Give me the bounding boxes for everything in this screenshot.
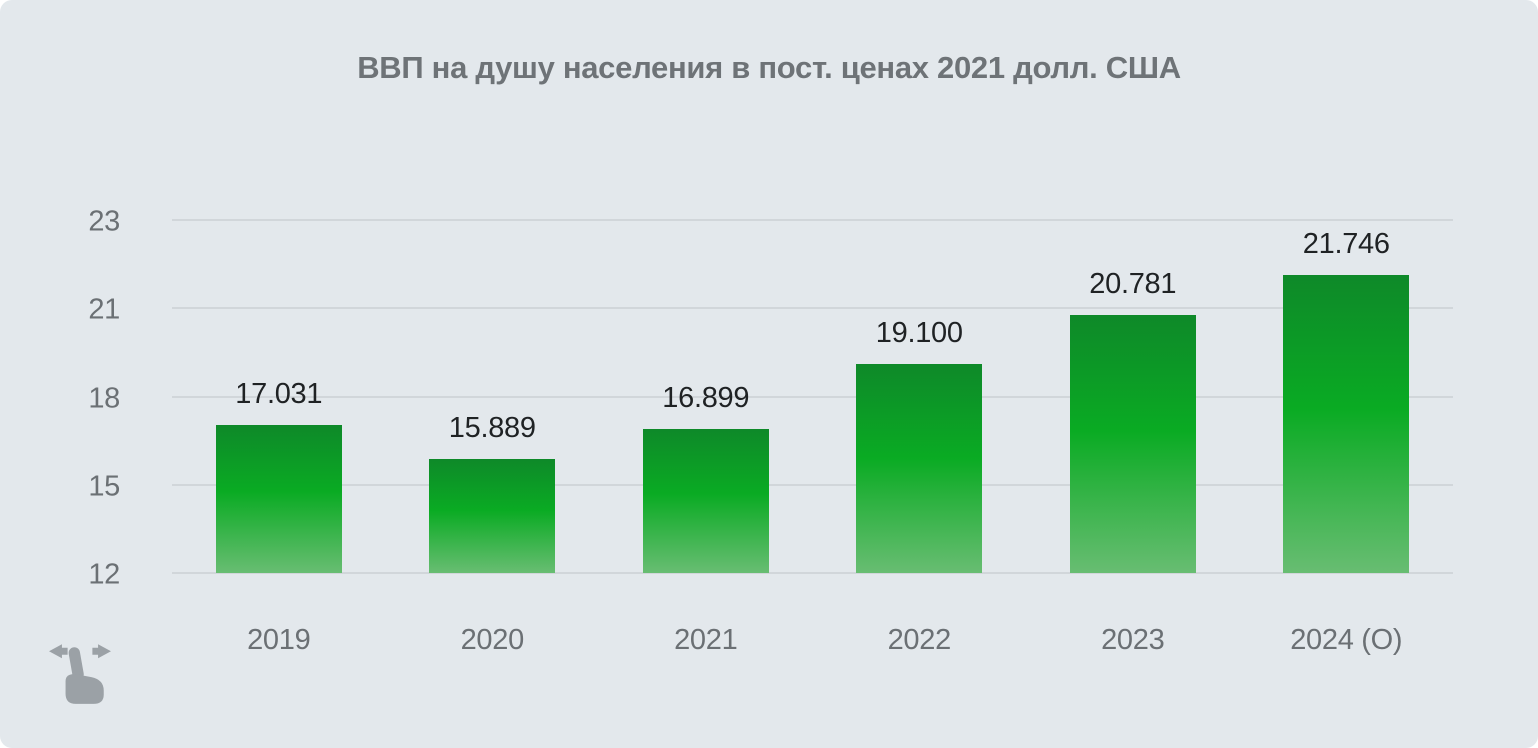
x-tick-label: 2019 [247, 624, 311, 656]
x-tick-label: 2022 [887, 624, 952, 656]
y-tick-label: 21 [88, 293, 120, 326]
bar-2020 [429, 458, 556, 573]
y-tick-label: 12 [88, 558, 120, 591]
y-tick-label: 23 [88, 205, 120, 238]
swipe-left-arrow-icon [49, 644, 68, 659]
bar-value-label: 20.781 [1089, 267, 1177, 300]
bar-2019 [215, 425, 342, 573]
bar-value-label: 19.100 [875, 317, 963, 350]
swipe-right-arrow-icon [92, 644, 111, 659]
chart-title: ВВП на душу населения в пост. ценах 2021… [357, 50, 1181, 85]
bar-value-label: 17.031 [235, 378, 323, 411]
gridline [172, 483, 1453, 486]
bar-value-label: 15.889 [448, 411, 536, 444]
gridline [172, 395, 1453, 398]
bar-2021 [642, 428, 769, 573]
swipe-hand-icon [65, 674, 104, 704]
y-tick-label: 18 [88, 382, 120, 414]
bar-value-label: 21.746 [1302, 228, 1390, 261]
bar-2023 [1069, 314, 1196, 573]
x-tick-label: 2021 [674, 624, 738, 656]
x-tick-label: 2020 [460, 624, 525, 656]
bar-value-label: 16.899 [662, 381, 750, 414]
gridline [172, 219, 1453, 221]
gridline [172, 307, 1453, 310]
swipe-horizontal-hand-icon [49, 644, 111, 704]
x-tick-label: 2024 (О) [1290, 624, 1403, 656]
gridline [172, 572, 1453, 574]
y-tick-label: 15 [88, 470, 120, 503]
bar-2024 [1283, 275, 1410, 573]
x-tick-label: 2023 [1101, 624, 1165, 656]
bar-2022 [856, 364, 983, 573]
